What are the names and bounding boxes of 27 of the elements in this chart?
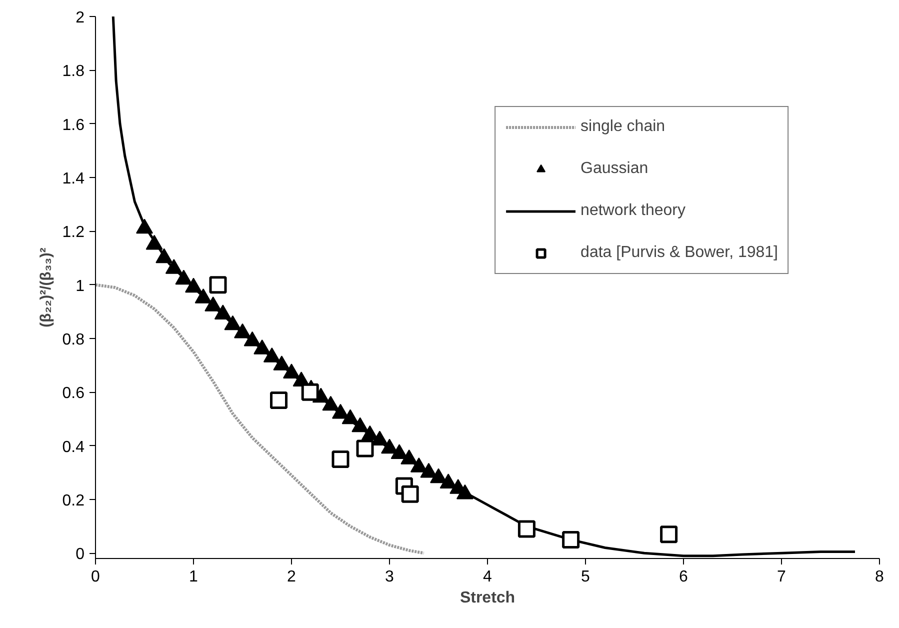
x-tick-label: 5 [581, 568, 590, 586]
y-tick-label: 2 [76, 10, 85, 26]
x-tick-label: 6 [679, 568, 688, 586]
legend-label: single chain [580, 118, 666, 136]
x-tick-label: 4 [483, 568, 492, 586]
legend-label: Gaussian [580, 160, 648, 178]
y-tick-label: 1.2 [62, 224, 85, 242]
x-tick-label: 8 [875, 568, 884, 586]
x-tick-label: 7 [777, 568, 786, 586]
legend-label: data [Purvis & Bower, 1981] [580, 244, 778, 262]
y-axis-title: (β₂₂)²/(β₃₃)² [37, 248, 54, 328]
x-tick-label: 1 [189, 568, 198, 586]
line-series [96, 283, 426, 555]
x-tick-label: 2 [287, 568, 296, 586]
x-tick-label: 0 [91, 568, 100, 586]
y-tick-label: 0.4 [62, 438, 85, 456]
y-tick-label: 1.6 [62, 116, 85, 134]
y-tick-label: 0.8 [62, 331, 85, 348]
y-tick-label: 1.4 [62, 170, 85, 188]
y-tick-label: 0.2 [62, 492, 85, 510]
x-tick-label: 3 [385, 568, 394, 586]
y-tick-label: 1.8 [62, 63, 85, 80]
y-tick-label: 0 [76, 546, 85, 564]
y-tick-label: 0.6 [62, 385, 85, 402]
y-tick-label: 1 [76, 278, 85, 295]
legend-label: network theory [580, 202, 686, 220]
x-axis-title: Stretch [460, 590, 516, 606]
